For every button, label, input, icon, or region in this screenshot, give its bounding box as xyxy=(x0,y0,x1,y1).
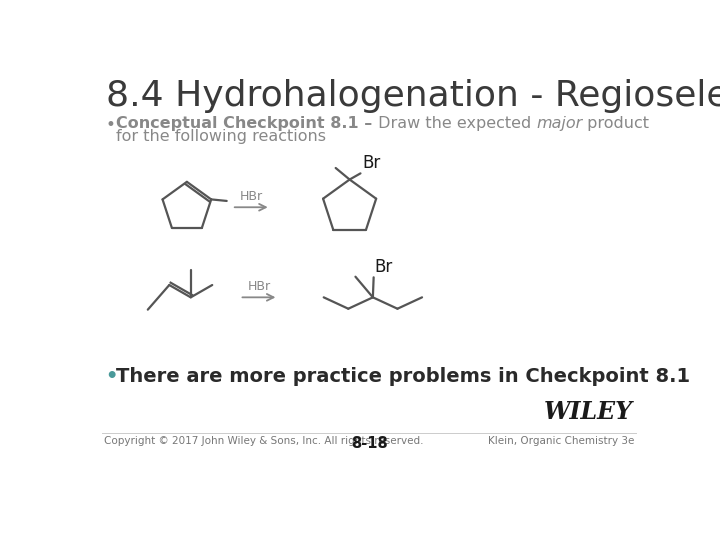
Text: •: • xyxy=(106,117,115,134)
Text: product: product xyxy=(582,117,649,131)
Text: 8.4 Hydrohalogenation - Regioselectivity: 8.4 Hydrohalogenation - Regioselectivity xyxy=(106,79,720,113)
Text: Br: Br xyxy=(362,154,380,172)
Text: Conceptual Checkpoint 8.1 –: Conceptual Checkpoint 8.1 – xyxy=(117,117,373,131)
Text: Klein, Organic Chemistry 3e: Klein, Organic Chemistry 3e xyxy=(487,436,634,446)
Text: •: • xyxy=(106,367,118,386)
Text: Draw the expected: Draw the expected xyxy=(373,117,536,131)
Text: Br: Br xyxy=(374,258,392,276)
Text: 8-18: 8-18 xyxy=(351,436,387,451)
Text: major: major xyxy=(536,117,582,131)
Text: for the following reactions: for the following reactions xyxy=(117,130,326,145)
Text: HBr: HBr xyxy=(240,190,263,202)
Text: HBr: HBr xyxy=(248,280,271,293)
Text: WILEY: WILEY xyxy=(544,400,632,424)
Text: There are more practice problems in Checkpoint 8.1: There are more practice problems in Chec… xyxy=(117,367,690,386)
Text: Copyright © 2017 John Wiley & Sons, Inc. All rights reserved.: Copyright © 2017 John Wiley & Sons, Inc.… xyxy=(104,436,423,446)
